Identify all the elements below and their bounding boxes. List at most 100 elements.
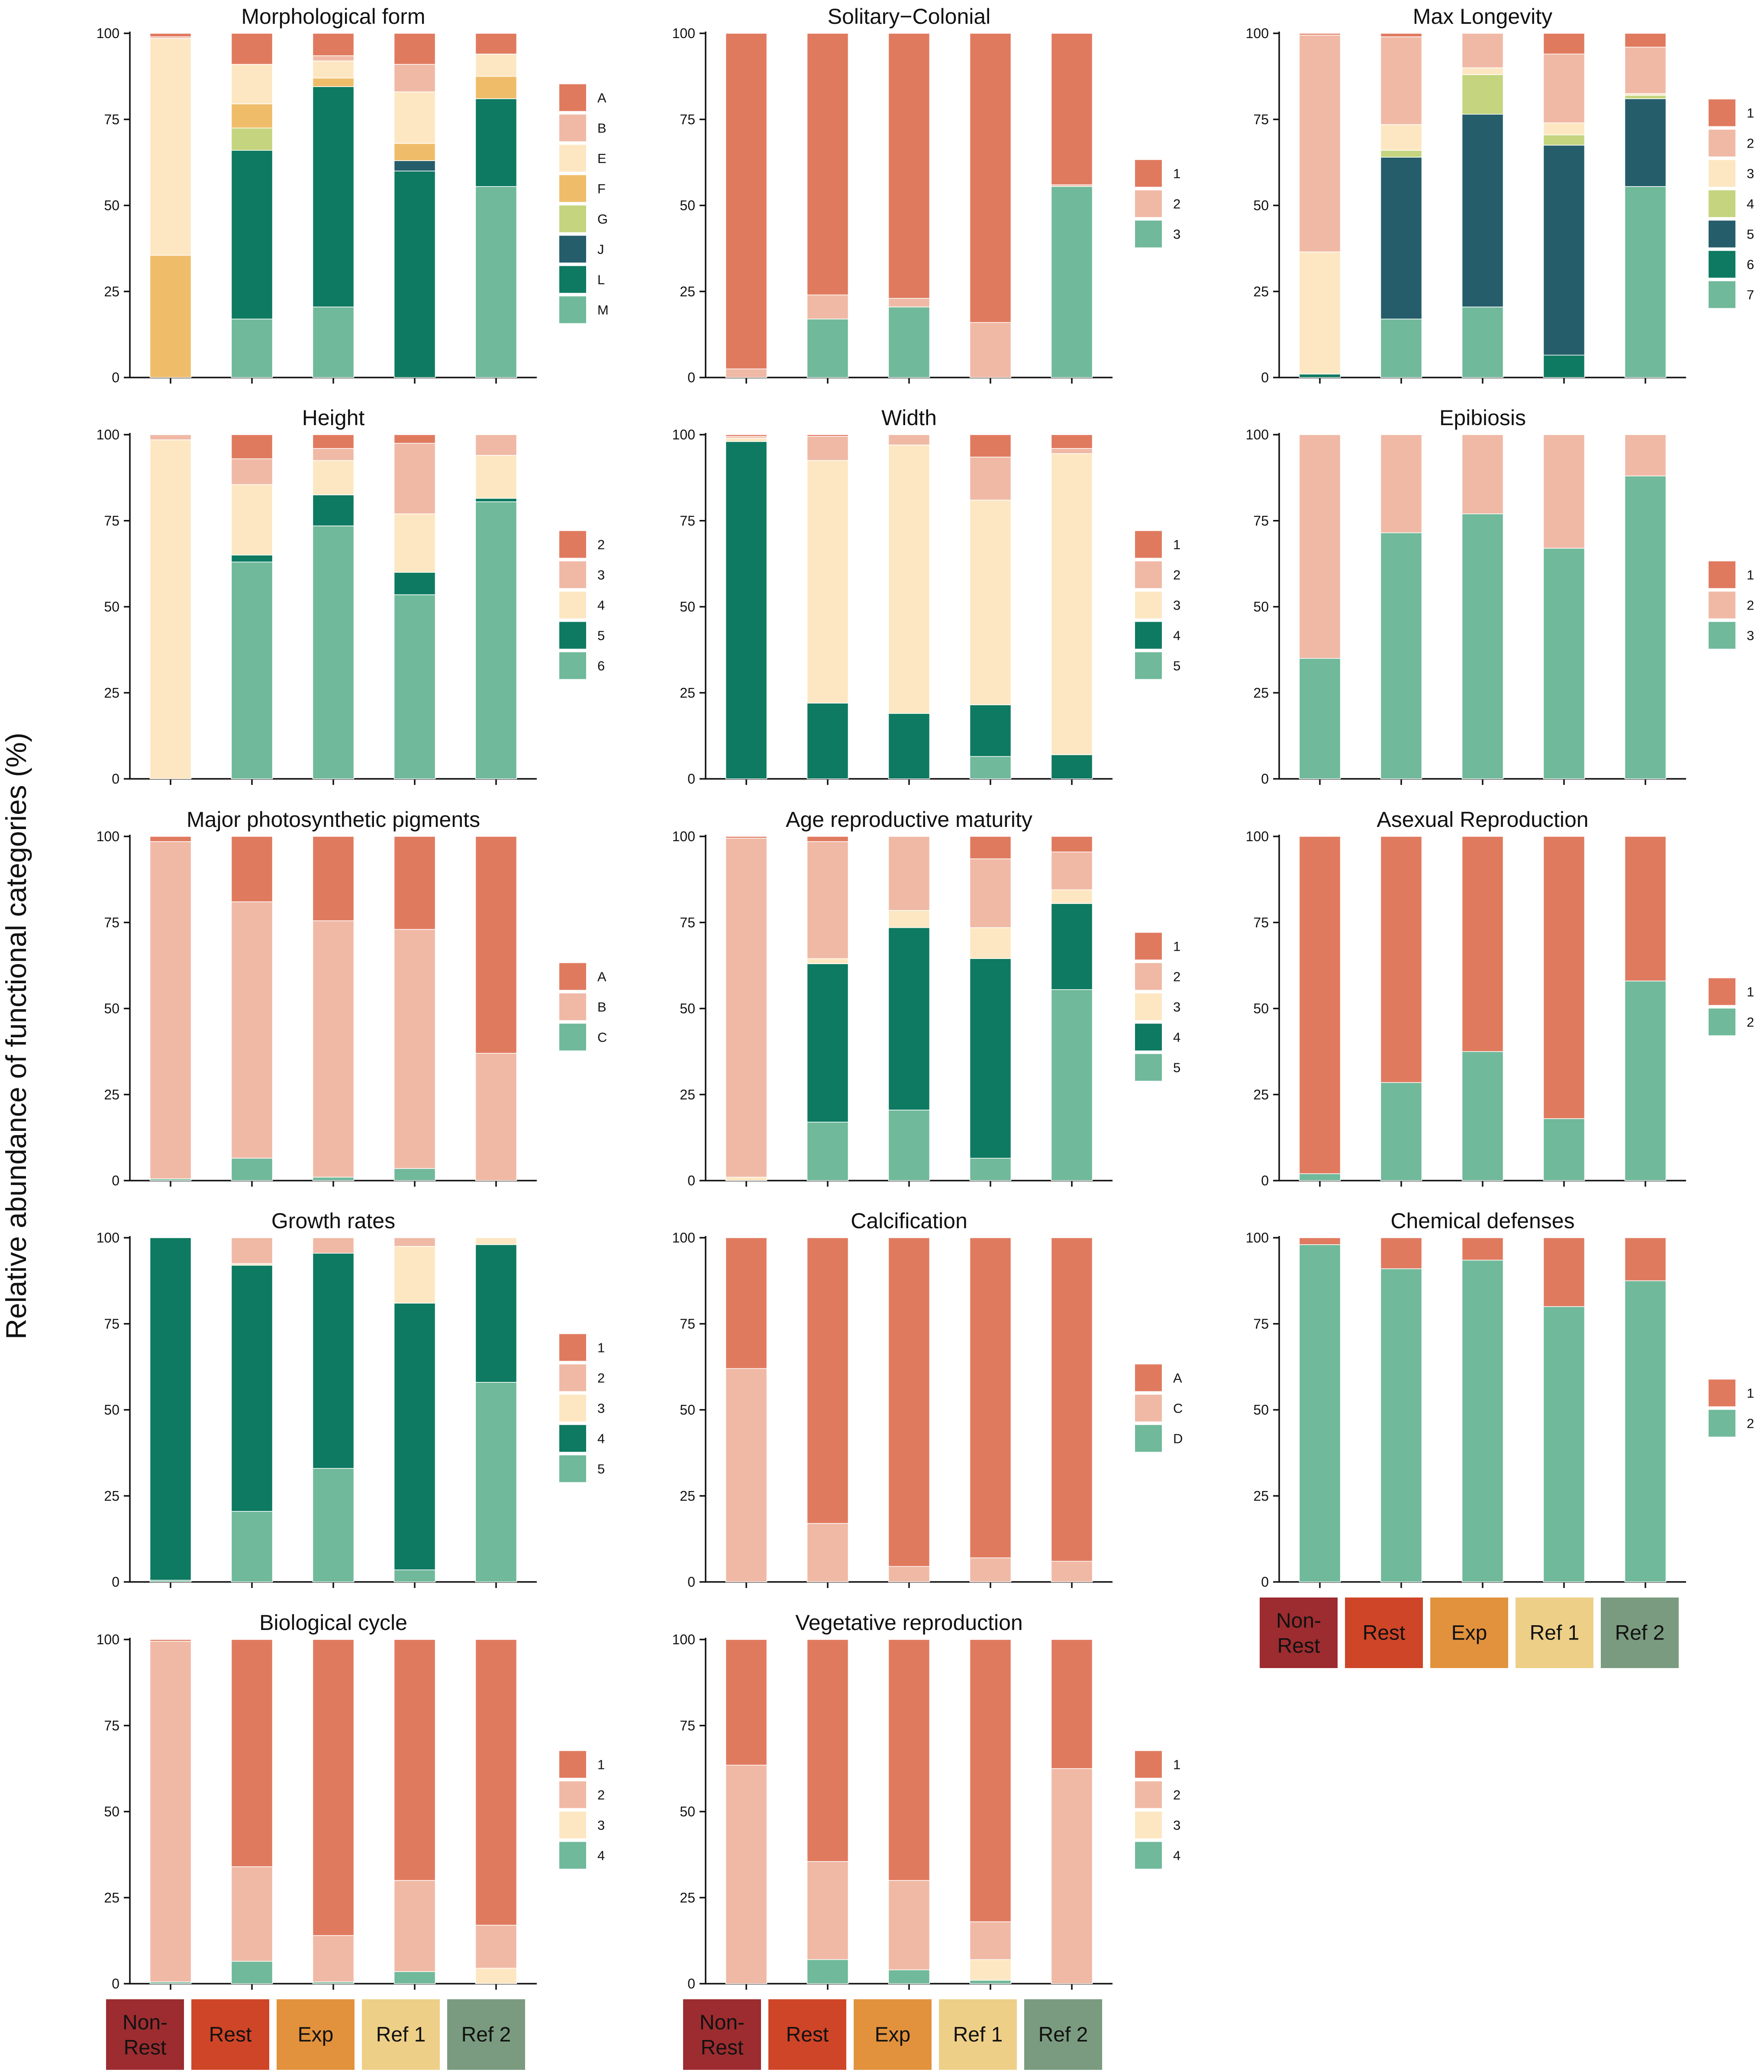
bar-segment-ref-1-5 bbox=[393, 1569, 436, 1582]
bar-segment-rest-5 bbox=[231, 555, 273, 562]
legend-swatch-j bbox=[559, 236, 586, 263]
bar-segment-exp-5 bbox=[312, 494, 355, 526]
bar-segment-ref-2-a bbox=[475, 836, 517, 1054]
legend-label: 4 bbox=[597, 1848, 605, 1863]
bar-segment-exp-e bbox=[312, 60, 355, 79]
bar-segment-rest-1 bbox=[806, 1639, 849, 1862]
y-tick-label: 25 bbox=[1253, 284, 1269, 299]
legend-swatch-1 bbox=[1709, 99, 1735, 126]
bar-segment-ref-2-1 bbox=[1624, 1237, 1667, 1281]
legend-swatch-5 bbox=[1709, 220, 1735, 248]
bar-segment-ref-1-5 bbox=[969, 1158, 1012, 1181]
legend-swatch-a bbox=[559, 84, 586, 111]
bar-segment-non-rest-2 bbox=[149, 1641, 192, 1982]
y-tick-label: 25 bbox=[1253, 685, 1269, 700]
legend-swatch-e bbox=[559, 145, 586, 172]
bar-segment-rest-5 bbox=[1380, 157, 1422, 320]
bar-segment-exp-2 bbox=[888, 434, 930, 445]
legend-label: 2 bbox=[597, 1788, 605, 1803]
y-tick-label: 25 bbox=[104, 1890, 119, 1905]
bar-segment-rest-1 bbox=[806, 33, 849, 295]
site-box-exp bbox=[1430, 1598, 1508, 1668]
bar-segment-ref-1-a bbox=[393, 33, 436, 65]
bar-segment-ref-1-2 bbox=[393, 1880, 436, 1972]
y-tick-label: 0 bbox=[112, 370, 119, 385]
bar-segment-ref-1-a bbox=[393, 836, 436, 930]
bar-segment-non-rest-3 bbox=[725, 1177, 768, 1181]
panel-epibiosis: Epibiosis 0 25 50 75 100 1 2 3 bbox=[1246, 406, 1754, 787]
bar-segment-exp-2 bbox=[312, 1935, 355, 1982]
bar-segment-exp-b bbox=[312, 920, 355, 1178]
y-tick-label: 0 bbox=[687, 1976, 695, 1991]
bar-segment-ref-1-3 bbox=[969, 1959, 1012, 1981]
panel-title: Chemical defenses bbox=[1390, 1209, 1574, 1233]
bar-segment-non-rest-1 bbox=[725, 836, 768, 839]
legend-label: 3 bbox=[597, 1401, 605, 1416]
y-tick-label: 100 bbox=[672, 1230, 695, 1246]
bar-segment-exp-1 bbox=[1461, 1237, 1504, 1261]
bar-segment-ref-2-m bbox=[475, 186, 517, 378]
bar-segment-ref-1-c bbox=[393, 1168, 436, 1181]
bar-segment-exp-5 bbox=[1461, 114, 1504, 307]
bar-segment-non-rest-c bbox=[725, 1368, 768, 1582]
bar-segment-rest-2 bbox=[231, 434, 273, 459]
bar-segment-ref-2-3 bbox=[1051, 889, 1093, 904]
y-tick-label: 100 bbox=[672, 427, 695, 442]
bar-segment-exp-4 bbox=[888, 1969, 930, 1984]
bar-segment-rest-c bbox=[806, 1523, 849, 1582]
bar-segment-exp-c bbox=[888, 1566, 930, 1582]
bar-segment-ref-2-6 bbox=[475, 501, 517, 779]
bar-segment-ref-1-5 bbox=[1543, 145, 1585, 356]
panel-title: Biological cycle bbox=[259, 1610, 407, 1635]
bar-segment-non-rest-4 bbox=[149, 439, 192, 779]
bar-segment-exp-2 bbox=[1461, 434, 1504, 514]
bar-segment-rest-c bbox=[231, 1158, 273, 1181]
bar-segment-ref-2-2 bbox=[1051, 852, 1093, 890]
panel-growth-rates: Growth rates 0 25 50 75 100 1 2 3 4 5 bbox=[97, 1209, 605, 1590]
bar-segment-non-rest-4 bbox=[149, 1237, 192, 1581]
bar-segment-ref-2-a bbox=[475, 33, 517, 55]
y-tick-label: 50 bbox=[104, 599, 119, 615]
legend-label: 6 bbox=[597, 658, 605, 674]
bar-segment-ref-2-2 bbox=[1624, 981, 1667, 1181]
bar-segment-rest-f bbox=[231, 103, 273, 129]
legend-swatch-4 bbox=[1135, 1842, 1162, 1869]
legend-label: 4 bbox=[1173, 628, 1180, 643]
bar-segment-non-rest-2 bbox=[1299, 35, 1341, 252]
bar-segment-ref-1-1 bbox=[1543, 33, 1585, 55]
bar-segment-exp-4 bbox=[312, 460, 355, 495]
y-tick-label: 75 bbox=[104, 513, 119, 529]
bar-segment-rest-1 bbox=[806, 434, 849, 437]
legend-label: 1 bbox=[597, 1757, 605, 1772]
y-tick-label: 25 bbox=[680, 1087, 695, 1102]
legend-swatch-7 bbox=[1709, 281, 1735, 308]
legend-label: 3 bbox=[1173, 227, 1180, 242]
bar-segment-ref-2-4 bbox=[475, 455, 517, 499]
y-tick-label: 75 bbox=[680, 513, 695, 529]
y-tick-label: 0 bbox=[112, 1574, 119, 1590]
legend-label: 3 bbox=[597, 568, 605, 583]
panel-title: Height bbox=[302, 406, 365, 430]
bar-segment-exp-1 bbox=[888, 33, 930, 299]
legend-label: 5 bbox=[1173, 1060, 1180, 1075]
bar-segment-exp-l bbox=[312, 86, 355, 307]
bar-segment-rest-3 bbox=[231, 458, 273, 485]
y-tick-label: 25 bbox=[104, 685, 119, 700]
bar-segment-ref-1-3 bbox=[969, 500, 1012, 705]
bar-segment-ref-2-3 bbox=[475, 1968, 517, 1984]
panel-title: Vegetative reproduction bbox=[795, 1610, 1022, 1635]
legend-swatch-1 bbox=[1709, 561, 1735, 588]
bar-segment-rest-e bbox=[231, 64, 273, 104]
bar-segment-ref-2-3 bbox=[1051, 186, 1093, 378]
site-box-ref-2 bbox=[447, 1999, 525, 2070]
y-tick-label: 50 bbox=[680, 1804, 695, 1820]
bar-segment-non-rest-a bbox=[725, 1237, 768, 1369]
y-tick-label: 75 bbox=[104, 112, 119, 127]
bar-segment-rest-3 bbox=[806, 460, 849, 704]
bar-segment-rest-7 bbox=[1380, 319, 1422, 378]
legend-label: 3 bbox=[1173, 1818, 1180, 1833]
legend-label: 5 bbox=[1747, 227, 1754, 242]
legend-label: E bbox=[597, 151, 606, 166]
panel-max-longevity: Max Longevity 0 25 50 75 100 1 2 3 4 5 6 7 bbox=[1246, 4, 1754, 385]
bar-segment-rest-4 bbox=[806, 703, 849, 779]
